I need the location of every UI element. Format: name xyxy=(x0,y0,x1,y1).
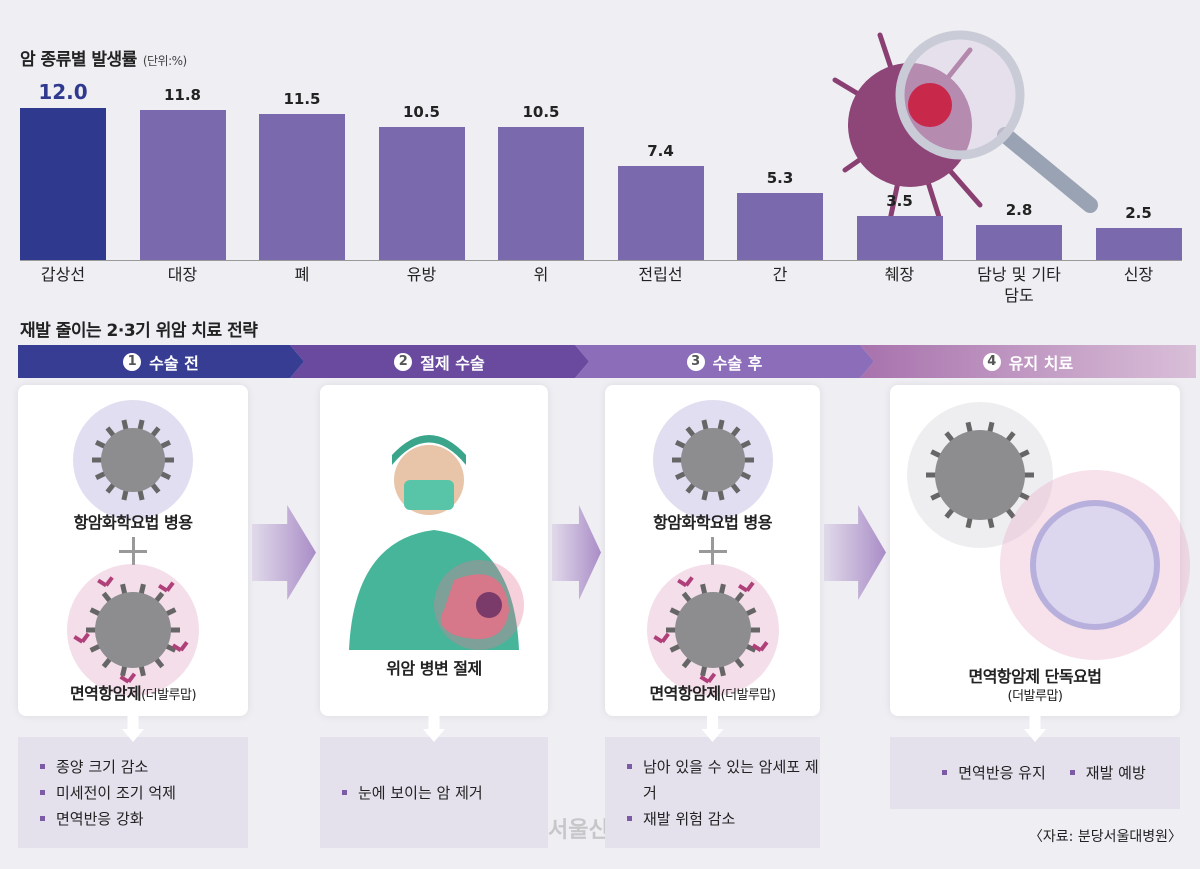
bar xyxy=(617,166,704,260)
step-header: 1 수술 전 xyxy=(18,345,304,378)
bar xyxy=(976,224,1062,260)
effect-item: 면역반응 강화 xyxy=(40,806,248,832)
effect-box: 종양 크기 감소 미세전이 조기 억제 면역반응 강화 xyxy=(18,737,248,848)
plus-sign xyxy=(698,537,727,565)
step-arrow xyxy=(824,505,886,600)
step-header: 4 유지 치료 xyxy=(860,345,1196,378)
down-arrow xyxy=(701,716,724,742)
effect-item: 재발 예방 xyxy=(1069,760,1146,786)
down-arrow xyxy=(423,716,445,742)
step-number: 1 xyxy=(123,353,141,371)
immune-cell-illustration xyxy=(1000,470,1190,660)
effect-item: 남아 있을 수 있는 암세포 제거 xyxy=(627,754,820,806)
category-label: 위 xyxy=(533,265,549,284)
drug-note: (더발루맙) xyxy=(141,688,197,703)
cell-illustration xyxy=(652,400,773,520)
category-label: 갑상선 xyxy=(40,265,86,284)
value-label: 2.8 xyxy=(1005,200,1033,219)
bar xyxy=(139,110,226,260)
treatment: 위암 병변 절제 xyxy=(386,659,482,678)
treatment: 면역항암제 단독요법 xyxy=(968,667,1102,686)
effect-item: 눈에 보이는 암 제거 xyxy=(342,780,548,806)
category-label: 대장 xyxy=(167,265,198,284)
chart-unit: (단위:%) xyxy=(142,54,187,68)
magnifier-illustration xyxy=(832,30,1098,223)
step-number: 3 xyxy=(687,353,705,371)
treatment: 항암화학요법 병용 xyxy=(73,513,193,532)
value-label: 10.5 xyxy=(522,102,560,121)
panel: 면역항암제 단독요법 (더발루맙) xyxy=(890,385,1190,716)
step-arrow xyxy=(252,505,316,600)
treatment: 항암화학요법 병용 xyxy=(653,513,772,532)
category-label: 신장 xyxy=(1123,265,1154,284)
step-header: 2 절제 수술 xyxy=(290,345,589,378)
step-label: 수술 전 xyxy=(149,353,199,373)
bar xyxy=(856,215,943,260)
value-label: 5.3 xyxy=(766,168,794,187)
chart-title: 암 종류별 발생률 xyxy=(20,50,137,70)
bar xyxy=(1095,228,1182,260)
value-label: 11.8 xyxy=(163,86,201,105)
drug-note: (더발루맙) xyxy=(720,688,776,703)
treatment: 면역항암제(더발루맙) xyxy=(605,680,820,704)
bar xyxy=(259,114,345,260)
effect-item: 재발 위험 감소 xyxy=(627,806,820,832)
category-label: 폐 xyxy=(294,265,310,284)
category-label: 간 xyxy=(772,265,788,284)
drug-name: 면역항암제 xyxy=(649,684,721,703)
step-label: 유지 치료 xyxy=(1008,353,1074,373)
effect-box: 남아 있을 수 있는 암세포 제거 재발 위험 감소 xyxy=(605,737,820,848)
bar xyxy=(737,192,823,260)
chart-heading: 암 종류별 발생률 (단위:%) xyxy=(20,45,187,70)
category-label: 담낭 및 기타담도 xyxy=(977,265,1061,305)
effect-item: 미세전이 조기 억제 xyxy=(40,780,248,806)
value-label: 12.0 xyxy=(38,79,88,104)
step-label: 수술 후 xyxy=(712,353,763,373)
cell-illustration xyxy=(67,564,199,696)
step-number: 4 xyxy=(982,352,1001,371)
cell-illustration xyxy=(646,564,779,696)
value-label: 3.5 xyxy=(886,191,913,210)
surgeon-illustration xyxy=(349,435,524,650)
value-label: 7.4 xyxy=(647,142,674,161)
value-label: 11.5 xyxy=(283,90,321,109)
baseline xyxy=(20,260,1182,261)
effect-box: 눈에 보이는 암 제거 xyxy=(320,737,548,848)
cell-illustration xyxy=(73,400,193,520)
step-label: 절제 수술 xyxy=(420,353,485,373)
effect-item: 면역반응 유지 xyxy=(942,760,1046,786)
category-label: 췌장 xyxy=(884,265,915,284)
category-label: 유방 xyxy=(406,265,437,284)
step-number: 2 xyxy=(394,353,412,371)
step-header: 3 수술 후 xyxy=(575,345,874,378)
value-label: 2.5 xyxy=(1125,204,1152,223)
effect-item: 종양 크기 감소 xyxy=(40,754,248,780)
cell-illustration xyxy=(907,402,1053,548)
drug-name: 면역항암제 xyxy=(69,684,142,703)
treatment: 면역항암제(더발루맙) xyxy=(18,680,248,704)
effect-box: 면역반응 유지 재발 예방 xyxy=(890,737,1180,809)
bar xyxy=(20,107,106,260)
down-arrow xyxy=(122,716,144,742)
bar xyxy=(378,126,465,260)
section-title: 재발 줄이는 2·3기 위암 치료 전략 xyxy=(20,321,258,341)
bar xyxy=(498,126,584,260)
down-arrow xyxy=(1024,716,1046,742)
panel: 위암 병변 절제 xyxy=(320,385,548,716)
plus-sign xyxy=(119,537,147,565)
category-label: 전립선 xyxy=(638,265,683,284)
step-arrow xyxy=(552,505,601,600)
source: 〈자료: 분당서울대병원〉 xyxy=(1028,829,1182,845)
drug-note: (더발루맙) xyxy=(1007,689,1063,704)
value-label: 10.5 xyxy=(402,102,440,121)
